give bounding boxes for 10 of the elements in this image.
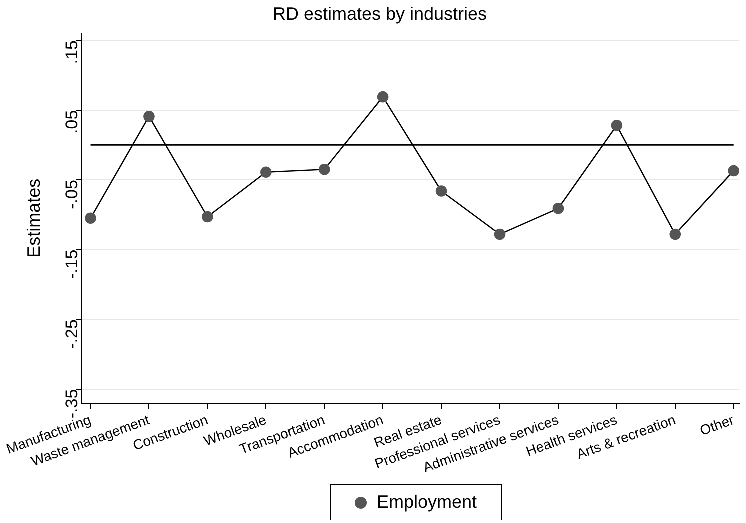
y-tick-label: .05 [62,110,82,134]
y-tick-label: -.25 [62,320,82,349]
y-tick-label: -.05 [62,180,82,210]
y-tick-label: -.35 [62,389,82,419]
x-tick-label: Other [698,411,737,439]
y-tick-label: .15 [62,40,82,64]
legend-label: Employment [376,492,478,513]
y-axis-title: Estimates [24,178,44,258]
y-tick-label: -.15 [62,250,82,280]
chart-title: RD estimates by industries [272,4,488,24]
